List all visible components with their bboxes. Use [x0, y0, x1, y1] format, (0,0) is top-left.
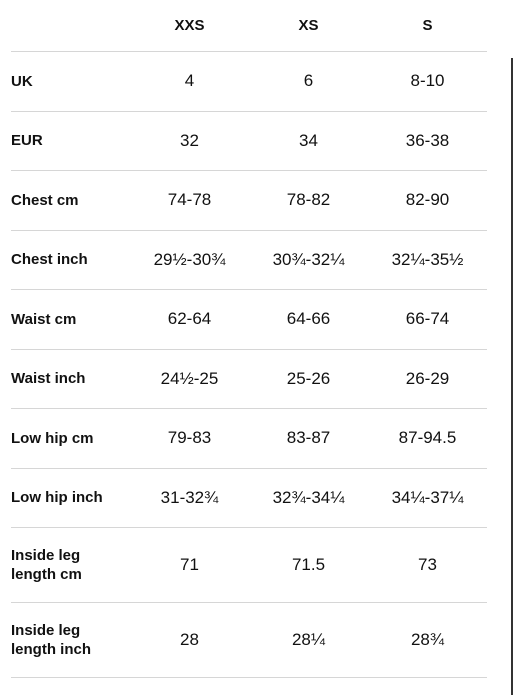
size-value: 66-74	[368, 289, 487, 350]
size-value: 6	[249, 51, 368, 112]
size-value: 36-38	[368, 111, 487, 171]
table-body: UK 4 6 8-10 EUR 32 34 36-38 Chest cm 74-78 78-82 82…	[11, 51, 487, 678]
row-label: Chest inch	[11, 230, 130, 290]
size-value: 28¾	[368, 602, 487, 678]
header-row: XXS XS S	[11, 0, 487, 52]
row-label: Low hip cm	[11, 408, 130, 469]
column-header: S	[368, 0, 487, 52]
column-header: XXS	[130, 0, 249, 52]
corner	[11, 0, 130, 52]
table-row: Waist cm 62-64 64-66 66-74	[11, 289, 487, 350]
size-value: 24½-25	[130, 349, 249, 409]
table-row: Low hip cm 79-83 83-87 87-94.5	[11, 408, 487, 469]
size-value: 31-32¾	[130, 468, 249, 528]
row-label: EUR	[11, 111, 130, 171]
size-value: 29½-30¾	[130, 230, 249, 290]
size-value: 26-29	[368, 349, 487, 409]
size-value: 83-87	[249, 408, 368, 469]
size-value: 32	[130, 111, 249, 171]
table-row: Inside leg length cm 71 71.5 73	[11, 527, 487, 603]
size-value: 82-90	[368, 170, 487, 231]
table-row: Waist inch 24½-25 25-26 26-29	[11, 349, 487, 409]
table-row: Low hip inch 31-32¾ 32¾-34¼ 34¼-37¼	[11, 468, 487, 528]
row-label: Inside leg length cm	[11, 527, 130, 603]
row-label: Waist inch	[11, 349, 130, 409]
size-value: 78-82	[249, 170, 368, 231]
size-value: 71	[130, 527, 249, 603]
row-label: Chest cm	[11, 170, 130, 231]
size-value: 4	[130, 51, 249, 112]
size-value: 30¾-32¼	[249, 230, 368, 290]
size-value: 34	[249, 111, 368, 171]
size-value: 87-94.5	[368, 408, 487, 469]
column-header: XS	[249, 0, 368, 52]
size-value: 79-83	[130, 408, 249, 469]
row-label: Inside leg length inch	[11, 602, 130, 678]
size-value: 28¼	[249, 602, 368, 678]
size-table: XXS XS S UK 4 6 8-10 EUR 32 34 36-38 Chest cm 74-78…	[11, 0, 487, 678]
size-value: 62-64	[130, 289, 249, 350]
scrollbar[interactable]	[511, 58, 513, 695]
table-row: Chest inch 29½-30¾ 30¾-32¼ 32¼-35½	[11, 230, 487, 290]
size-value: 34¼-37¼	[368, 468, 487, 528]
table-row: UK 4 6 8-10	[11, 51, 487, 112]
table-row: Inside leg length inch 28 28¼ 28¾	[11, 602, 487, 678]
size-value: 71.5	[249, 527, 368, 603]
size-value: 32¾-34¼	[249, 468, 368, 528]
size-value: 25-26	[249, 349, 368, 409]
size-value: 32¼-35½	[368, 230, 487, 290]
table-row: Chest cm 74-78 78-82 82-90	[11, 170, 487, 231]
row-label: UK	[11, 51, 130, 112]
size-value: 74-78	[130, 170, 249, 231]
size-value: 28	[130, 602, 249, 678]
size-value: 8-10	[368, 51, 487, 112]
table-row: EUR 32 34 36-38	[11, 111, 487, 171]
size-value: 73	[368, 527, 487, 603]
size-value: 64-66	[249, 289, 368, 350]
row-label: Low hip inch	[11, 468, 130, 528]
row-label: Waist cm	[11, 289, 130, 350]
